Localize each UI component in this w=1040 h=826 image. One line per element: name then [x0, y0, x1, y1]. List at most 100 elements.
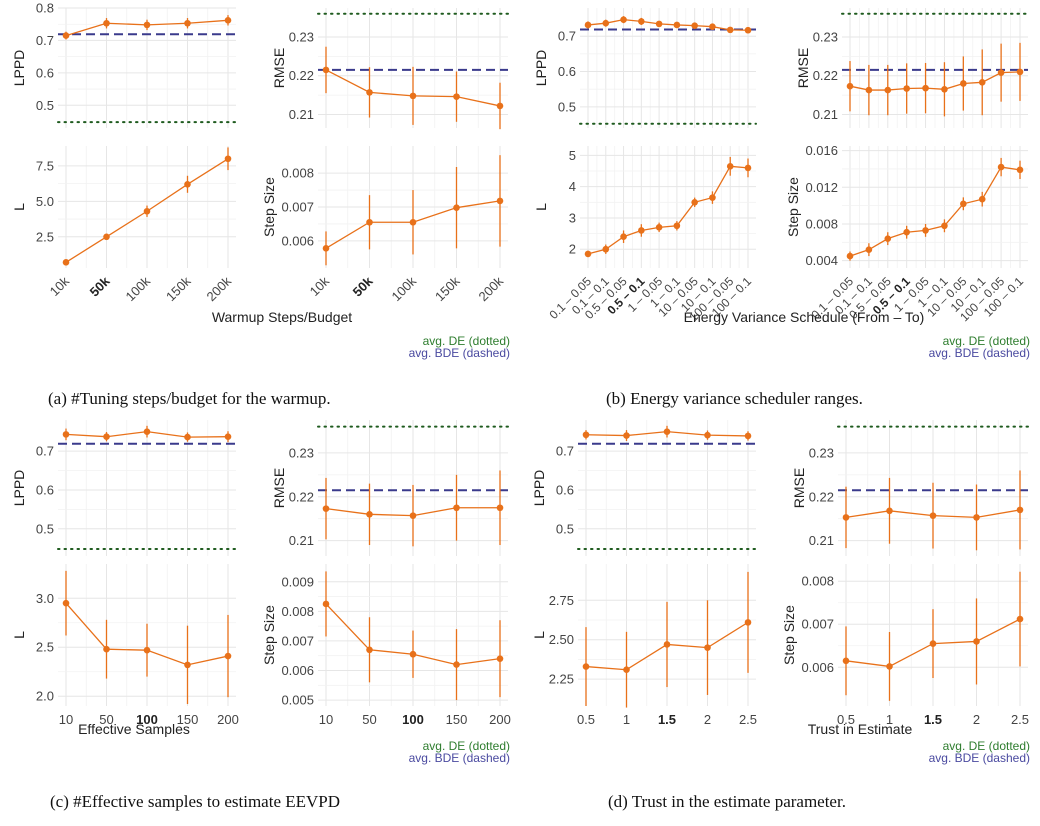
y-tick-label: 7.5: [36, 158, 54, 173]
y-tick-label: 0.7: [36, 444, 54, 459]
data-point: [143, 21, 151, 29]
data-point: [1016, 506, 1024, 514]
y-axis-label: RMSE: [271, 48, 287, 88]
subplot-l: 2.5 5.0 7.5 L 10k 50k 100k 150k 200k: [11, 146, 236, 304]
x-tick-label: 0.5: [837, 712, 855, 727]
x-tick-label: 200: [489, 712, 511, 727]
caption-a: (a) #Tuning steps/budget for the warmup.: [48, 389, 331, 408]
data-point: [941, 222, 948, 230]
y-axis-label: L: [533, 203, 549, 211]
x-tick-label: 200k: [204, 273, 235, 304]
data-point: [496, 504, 504, 512]
x-tick-label: 2.5: [1011, 712, 1029, 727]
legend-de-label: avg. DE (dotted): [943, 739, 1030, 753]
data-point: [366, 218, 373, 226]
x-tick-label: 1: [886, 712, 893, 727]
x-tick-label: 0.5: [577, 712, 595, 727]
data-point: [584, 250, 592, 258]
data-point: [704, 644, 711, 651]
data-point: [886, 507, 893, 515]
data-point: [224, 155, 232, 163]
data-point: [366, 646, 373, 654]
data-point: [322, 245, 330, 252]
data-point: [638, 227, 645, 234]
data-point: [978, 195, 986, 203]
data-point: [184, 433, 191, 441]
data-point: [960, 200, 967, 208]
data-point: [496, 102, 504, 110]
data-point: [655, 20, 663, 28]
series-line: [849, 166, 1021, 257]
x-tick-label: 100k: [123, 273, 154, 304]
y-tick-label: 2.5: [36, 640, 54, 655]
data-point: [409, 512, 417, 519]
x-tick-label: 1: [623, 712, 630, 727]
x-axis-label: Effective Samples: [78, 721, 190, 737]
data-point: [726, 26, 734, 34]
y-tick-label: 0.006: [281, 663, 314, 678]
data-point: [744, 619, 752, 626]
caption-c: (c) #Effective samples to estimate EEVPD: [50, 792, 341, 811]
x-tick-label: 2.5: [739, 712, 757, 727]
x-tick-label: 1.5: [658, 712, 676, 727]
data-point: [62, 32, 70, 39]
legend-de-label: avg. DE (dotted): [423, 739, 510, 753]
data-point: [623, 432, 630, 439]
x-tick-label: 50k: [87, 273, 113, 299]
x-tick-label: 10: [59, 712, 73, 727]
data-point: [224, 652, 232, 660]
y-tick-label: 0.22: [289, 68, 314, 83]
y-axis-label: RMSE: [795, 48, 811, 88]
data-point: [584, 21, 592, 29]
data-point: [143, 428, 151, 435]
y-tick-label: 0.004: [805, 253, 838, 268]
data-point: [602, 19, 610, 27]
data-point: [929, 640, 937, 647]
data-point: [704, 431, 711, 439]
data-point: [453, 204, 460, 211]
data-point: [846, 252, 854, 260]
data-point: [997, 69, 1005, 76]
subplot-step-size: 0.005 0.006 0.007 0.008 0.009 Step Size 10 50 10…: [261, 564, 511, 727]
y-tick-label: 0.22: [289, 489, 314, 504]
series-line: [587, 165, 749, 255]
x-axis-label: Warmup Steps/Budget: [212, 309, 352, 325]
y-tick-label: 0.23: [813, 30, 838, 45]
x-tick-label: 100k: [389, 273, 420, 304]
data-point: [453, 504, 460, 512]
data-point: [62, 431, 70, 438]
legend-de-label: avg. DE (dotted): [943, 334, 1030, 348]
y-tick-label: 5.0: [36, 194, 54, 209]
x-tick-label: 1.5: [924, 712, 942, 727]
data-point: [903, 85, 910, 92]
x-tick-label: 100: [136, 712, 158, 727]
data-point: [602, 245, 610, 253]
x-axis-label: Trust in Estimate: [808, 721, 913, 737]
data-point: [409, 650, 417, 658]
y-tick-label: 0.008: [801, 574, 834, 589]
data-point: [884, 86, 892, 94]
data-point: [744, 164, 752, 172]
y-tick-label: 0.007: [281, 200, 314, 215]
y-tick-label: 0.23: [809, 445, 834, 460]
data-point: [973, 514, 980, 521]
data-point: [886, 663, 893, 670]
y-tick-label: 0.006: [801, 660, 834, 675]
data-point: [997, 163, 1005, 171]
y-tick-label: 2.75: [549, 593, 574, 608]
grid: [58, 146, 236, 268]
data-point: [978, 79, 986, 86]
y-axis-label: L: [11, 631, 27, 639]
data-point: [409, 218, 417, 226]
y-tick-label: 0.21: [809, 533, 834, 548]
subplot-lppd: 0.5 0.6 0.7 LPPD: [531, 420, 757, 556]
data-point: [143, 207, 151, 215]
data-point: [638, 18, 645, 25]
y-tick-label: 0.7: [558, 29, 576, 44]
y-tick-label: 0.22: [813, 68, 838, 83]
y-tick-label: 2.50: [549, 632, 574, 647]
